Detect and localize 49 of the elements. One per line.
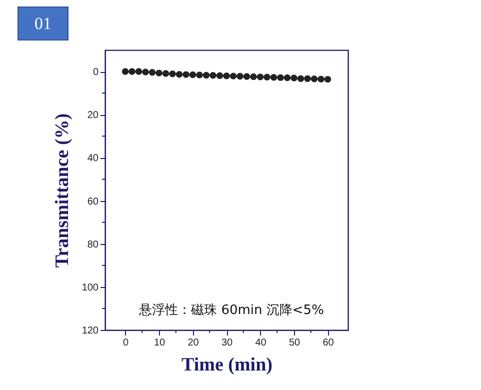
point xyxy=(196,72,203,78)
y-tick-label: 0 xyxy=(92,67,99,78)
point xyxy=(270,74,278,81)
point xyxy=(182,71,190,78)
point xyxy=(318,76,324,82)
point xyxy=(250,73,257,80)
x-tick-label: 20 xyxy=(188,338,200,348)
point xyxy=(284,74,291,82)
y-tick-label: 40 xyxy=(87,153,99,164)
point xyxy=(189,71,196,78)
point xyxy=(223,72,230,80)
point xyxy=(122,68,129,75)
point xyxy=(216,72,224,79)
point xyxy=(176,70,183,78)
point xyxy=(156,70,162,76)
point xyxy=(264,74,270,80)
annotation: 悬浮性：磁珠 60min 沉降<5% xyxy=(138,303,324,318)
x-tick-label: 30 xyxy=(221,338,233,348)
point xyxy=(135,68,142,75)
point xyxy=(142,68,149,76)
point xyxy=(324,76,332,83)
point xyxy=(169,70,176,78)
point xyxy=(310,76,318,82)
y-tick-label: 20 xyxy=(87,110,99,122)
point xyxy=(128,68,136,75)
x-axis-title: Time (min) xyxy=(182,354,272,376)
point xyxy=(304,75,311,82)
y-tick-label: 60 xyxy=(87,196,99,208)
x-tick-label: 60 xyxy=(322,338,334,348)
y-tick-label: 100 xyxy=(82,282,99,294)
point xyxy=(256,74,264,80)
point xyxy=(230,72,237,80)
point xyxy=(210,72,216,79)
point xyxy=(162,70,170,77)
y-axis-title: Transmittance (%) xyxy=(52,113,73,268)
point xyxy=(202,72,210,79)
x-tick-label: 0 xyxy=(122,338,129,348)
point xyxy=(297,75,304,82)
text: 01 xyxy=(34,14,52,33)
point xyxy=(236,72,244,80)
point xyxy=(148,69,156,76)
point xyxy=(290,74,298,82)
point xyxy=(243,73,250,80)
x-tick-label: 10 xyxy=(154,338,166,348)
y-tick-label: 120 xyxy=(82,326,99,336)
point xyxy=(277,74,284,81)
x-tick-label: 40 xyxy=(255,338,267,348)
x-tick-label: 50 xyxy=(288,338,300,348)
y-tick-label: 80 xyxy=(87,239,99,250)
